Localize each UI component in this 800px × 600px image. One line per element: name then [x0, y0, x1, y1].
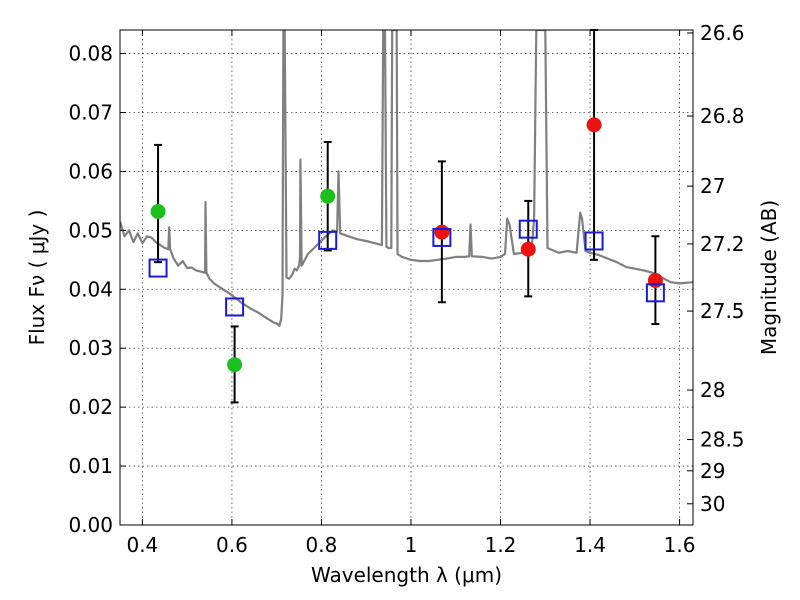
- y2-tick-label: 26.6: [700, 21, 745, 45]
- data-point: [520, 241, 536, 257]
- x-tick-label: 1.2: [485, 533, 517, 557]
- x-tick-label: 0.8: [306, 533, 338, 557]
- model-spectrum: [120, 30, 693, 327]
- model-square: [225, 297, 245, 317]
- x-tick-label: 1: [405, 533, 418, 557]
- y-tick-label: 0.07: [68, 101, 113, 125]
- spectrum-line: [120, 30, 693, 327]
- y-tick-label: 0.02: [68, 395, 113, 419]
- data-point: [586, 117, 602, 133]
- y2-tick-label: 26.8: [700, 104, 745, 128]
- x-axis-label: Wavelength λ (μm): [311, 563, 502, 587]
- data-point: [150, 204, 166, 219]
- y-tick-label: 0.01: [68, 454, 113, 478]
- y2-tick-label: 29: [700, 459, 725, 483]
- data-point: [647, 272, 663, 288]
- y-tick-label: 0.06: [68, 159, 113, 183]
- plot-frame: [119, 29, 694, 526]
- y-tick-label: 0.04: [68, 277, 113, 301]
- axis-ticks: 0.4 0.6 0.8 1 1.2 1.4 1.6 0.00 0.01 0.02 0.03 0.04 0…: [68, 21, 744, 557]
- data-point: [227, 357, 243, 373]
- data-point: [320, 188, 336, 204]
- data-point: [434, 224, 450, 240]
- y2-tick-label: 27: [700, 174, 725, 198]
- y-axis-label: Flux Fν ( μJy ): [25, 210, 49, 346]
- y-tick-label: 0.05: [68, 218, 113, 242]
- model-square: [148, 258, 168, 278]
- grid-lines: [120, 30, 693, 526]
- x-tick-label: 0.6: [216, 533, 248, 557]
- y2-tick-label: 30: [700, 492, 725, 516]
- y2-tick-label: 28: [700, 378, 725, 402]
- x-tick-label: 1.4: [574, 533, 606, 557]
- model-square: [518, 219, 538, 239]
- model-square: [584, 231, 604, 251]
- x-tick-label: 1.6: [664, 533, 696, 557]
- y2-tick-label: 27.5: [700, 299, 745, 323]
- x-tick-label: 0.4: [126, 533, 158, 557]
- y2-tick-label: 27.2: [700, 232, 745, 256]
- y2-tick-label: 28.5: [700, 428, 745, 452]
- y-tick-label: 0.00: [68, 513, 113, 537]
- y2-axis-label: Magnitude (AB): [757, 200, 781, 355]
- y-tick-label: 0.03: [68, 336, 113, 360]
- data-points: [148, 29, 665, 404]
- model-square: [318, 230, 338, 250]
- y-tick-label: 0.08: [68, 42, 113, 66]
- model-square: [645, 283, 665, 303]
- model-square: [432, 227, 452, 247]
